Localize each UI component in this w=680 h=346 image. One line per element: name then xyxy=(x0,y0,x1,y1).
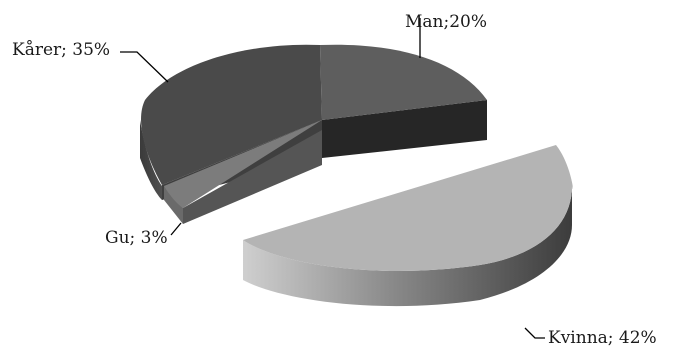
label-man: Man;20% xyxy=(405,12,487,32)
leader-gu xyxy=(170,222,182,236)
slice-man-cut xyxy=(322,100,487,158)
label-gu: Gu; 3% xyxy=(105,228,168,248)
slice-kvinna-side xyxy=(243,186,572,307)
slice-gu xyxy=(164,120,322,224)
leader-kvinna xyxy=(524,327,545,339)
leader-karer xyxy=(120,51,169,83)
slice-karer-top xyxy=(141,44,322,185)
label-karer: Kårer; 35% xyxy=(12,40,110,60)
slice-kvinna-top xyxy=(243,145,574,271)
label-kvinna: Kvinna; 42% xyxy=(548,328,657,346)
slice-gu-top xyxy=(164,120,322,208)
slice-gu-side xyxy=(164,186,183,224)
slice-gu-cut xyxy=(183,130,322,224)
slice-man xyxy=(320,44,487,158)
slice-man-top xyxy=(320,44,487,120)
slice-kvinna xyxy=(243,145,574,307)
slice-karer-side xyxy=(140,120,162,200)
